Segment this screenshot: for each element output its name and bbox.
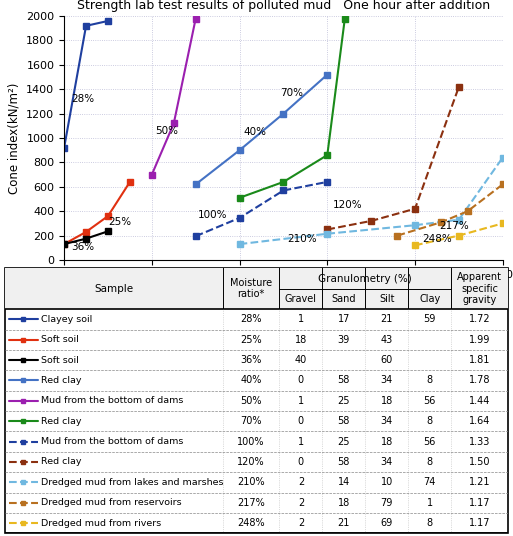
Text: 25%: 25% [108, 217, 131, 227]
Text: 18: 18 [381, 437, 393, 446]
Text: Clayey soil: Clayey soil [42, 315, 92, 324]
Text: 17: 17 [338, 314, 350, 324]
Text: Clay: Clay [419, 294, 440, 304]
X-axis label: Additive amount  (kg/m³): Additive amount (kg/m³) [209, 285, 358, 298]
Text: Gravel: Gravel [285, 294, 317, 304]
Text: 39: 39 [338, 334, 350, 345]
Text: 8: 8 [427, 375, 433, 385]
Text: 58: 58 [338, 416, 350, 426]
Text: 1: 1 [427, 498, 433, 508]
Text: 18: 18 [381, 396, 393, 406]
Text: 1.81: 1.81 [469, 355, 490, 365]
Text: Mud from the bottom of dams: Mud from the bottom of dams [42, 437, 184, 446]
Text: 0: 0 [298, 457, 304, 467]
Text: Dredged mud from lakes and marshes: Dredged mud from lakes and marshes [42, 478, 224, 487]
Text: 1: 1 [298, 437, 304, 446]
Text: 100%: 100% [198, 210, 227, 220]
Text: 18: 18 [295, 334, 307, 345]
Text: 210%: 210% [238, 478, 265, 487]
Text: Soft soil: Soft soil [42, 355, 79, 364]
Text: Red clay: Red clay [42, 416, 82, 426]
Text: 0: 0 [298, 416, 304, 426]
Text: 2: 2 [298, 478, 304, 487]
Text: 25: 25 [338, 396, 350, 406]
Text: 0: 0 [298, 375, 304, 385]
Text: 1.72: 1.72 [469, 314, 490, 324]
Text: 40: 40 [295, 355, 307, 365]
Text: 1.17: 1.17 [469, 518, 490, 528]
Text: 2: 2 [298, 498, 304, 508]
Text: 43: 43 [381, 334, 393, 345]
Text: 34: 34 [381, 375, 393, 385]
Text: 28%: 28% [241, 314, 262, 324]
Text: 120%: 120% [238, 457, 265, 467]
Text: 8: 8 [427, 518, 433, 528]
Y-axis label: Cone index(kN/m²): Cone index(kN/m²) [8, 83, 21, 193]
Text: 36%: 36% [71, 242, 94, 252]
Text: 1.17: 1.17 [469, 498, 490, 508]
Text: 25: 25 [338, 437, 350, 446]
Text: 40%: 40% [243, 127, 266, 137]
Text: 14: 14 [338, 478, 350, 487]
Text: 1.33: 1.33 [469, 437, 490, 446]
Text: 36%: 36% [241, 355, 262, 365]
Text: 21: 21 [381, 314, 393, 324]
Text: Moisture
ratio*: Moisture ratio* [230, 278, 272, 300]
Text: 1: 1 [298, 396, 304, 406]
Text: 2: 2 [298, 518, 304, 528]
Text: 50%: 50% [241, 396, 262, 406]
Text: 70%: 70% [280, 88, 303, 98]
Text: 21: 21 [338, 518, 350, 528]
Text: 1.21: 1.21 [469, 478, 490, 487]
Text: 56: 56 [424, 437, 436, 446]
Text: Dredged mud from rivers: Dredged mud from rivers [42, 519, 162, 527]
Bar [5, 268, 508, 309]
Text: Silt: Silt [379, 294, 394, 304]
Text: 1: 1 [298, 314, 304, 324]
Text: Apparent
specific
gravity: Apparent specific gravity [457, 272, 502, 305]
Text: 1.50: 1.50 [469, 457, 490, 467]
Text: 18: 18 [338, 498, 350, 508]
Text: 70%: 70% [241, 416, 262, 426]
Text: 120%: 120% [332, 200, 362, 210]
Text: 40%: 40% [241, 375, 262, 385]
Text: 74: 74 [424, 478, 436, 487]
Text: 1.99: 1.99 [469, 334, 490, 345]
Text: Sample: Sample [94, 284, 133, 294]
Text: 58: 58 [338, 375, 350, 385]
Text: 25%: 25% [240, 334, 262, 345]
Text: 8: 8 [427, 457, 433, 467]
Text: 69: 69 [381, 518, 393, 528]
Text: Red clay: Red clay [42, 458, 82, 466]
Text: 210%: 210% [287, 234, 317, 244]
Text: 34: 34 [381, 457, 393, 467]
Text: 100%: 100% [238, 437, 265, 446]
Text: 248%: 248% [422, 234, 452, 244]
Text: Mud from the bottom of dams: Mud from the bottom of dams [42, 396, 184, 405]
Text: 1.78: 1.78 [469, 375, 490, 385]
Text: 28%: 28% [71, 94, 94, 104]
Text: 60: 60 [381, 355, 393, 365]
Text: 217%: 217% [440, 221, 469, 231]
Text: 59: 59 [424, 314, 436, 324]
Text: 56: 56 [424, 396, 436, 406]
Text: 217%: 217% [237, 498, 265, 508]
Text: 58: 58 [338, 457, 350, 467]
Text: 1.44: 1.44 [469, 396, 490, 406]
Text: Sand: Sand [331, 294, 356, 304]
Text: 1.64: 1.64 [469, 416, 490, 426]
Text: Red clay: Red clay [42, 376, 82, 385]
Title: Strength lab test results of polluted mud   One hour after addition: Strength lab test results of polluted mu… [77, 0, 490, 12]
Text: 50%: 50% [155, 126, 179, 136]
Text: 8: 8 [427, 416, 433, 426]
Text: 10: 10 [381, 478, 393, 487]
Text: 248%: 248% [238, 518, 265, 528]
Text: Dredged mud from reservoirs: Dredged mud from reservoirs [42, 498, 182, 507]
Text: Granulometry (%): Granulometry (%) [319, 274, 412, 284]
Text: 79: 79 [381, 498, 393, 508]
Text: Soft soil: Soft soil [42, 335, 79, 344]
Text: 34: 34 [381, 416, 393, 426]
